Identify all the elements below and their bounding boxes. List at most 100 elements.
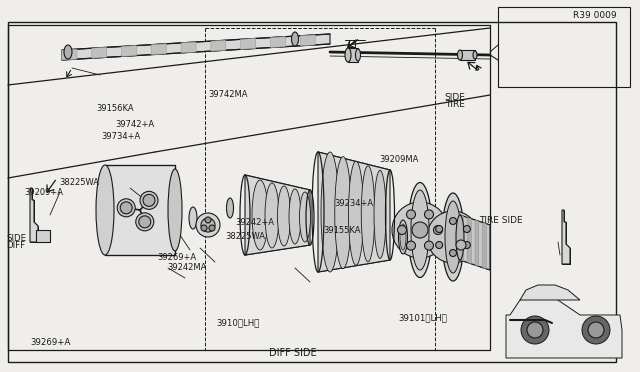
- Circle shape: [392, 202, 448, 258]
- Polygon shape: [520, 285, 580, 300]
- Circle shape: [406, 241, 415, 250]
- Ellipse shape: [345, 48, 351, 62]
- Circle shape: [201, 225, 207, 231]
- Polygon shape: [62, 34, 330, 60]
- Ellipse shape: [361, 166, 375, 262]
- Ellipse shape: [458, 50, 463, 60]
- Ellipse shape: [300, 192, 310, 242]
- Circle shape: [196, 213, 220, 237]
- Ellipse shape: [227, 198, 234, 218]
- Ellipse shape: [265, 183, 279, 248]
- Polygon shape: [181, 42, 196, 53]
- Ellipse shape: [168, 169, 182, 251]
- Circle shape: [406, 210, 415, 219]
- Ellipse shape: [355, 49, 360, 61]
- Circle shape: [433, 225, 442, 234]
- Polygon shape: [318, 152, 390, 272]
- Circle shape: [463, 241, 470, 248]
- Polygon shape: [62, 49, 77, 60]
- Text: 38225WA: 38225WA: [225, 232, 265, 241]
- Circle shape: [205, 217, 211, 223]
- Text: 39734+A: 39734+A: [101, 132, 140, 141]
- Polygon shape: [460, 50, 475, 60]
- Ellipse shape: [252, 180, 268, 250]
- Polygon shape: [348, 48, 358, 62]
- Ellipse shape: [442, 193, 464, 281]
- Circle shape: [424, 241, 433, 250]
- Ellipse shape: [445, 201, 461, 273]
- Text: R39 0009: R39 0009: [573, 11, 616, 20]
- Text: DIFF SIDE: DIFF SIDE: [269, 349, 316, 358]
- Text: TIRE SIDE: TIRE SIDE: [479, 217, 522, 225]
- Ellipse shape: [374, 170, 386, 259]
- Circle shape: [436, 225, 443, 232]
- Circle shape: [201, 218, 215, 232]
- Text: 39269+A: 39269+A: [31, 338, 71, 347]
- Circle shape: [424, 210, 433, 219]
- Ellipse shape: [289, 189, 301, 244]
- Circle shape: [117, 199, 135, 217]
- Circle shape: [427, 211, 479, 263]
- Circle shape: [456, 240, 466, 250]
- Text: TIRE: TIRE: [445, 100, 465, 109]
- Ellipse shape: [335, 157, 351, 269]
- Polygon shape: [460, 215, 464, 261]
- Circle shape: [588, 322, 604, 338]
- Circle shape: [209, 225, 215, 231]
- Ellipse shape: [349, 161, 364, 265]
- Ellipse shape: [321, 152, 339, 272]
- Polygon shape: [151, 44, 166, 55]
- Polygon shape: [475, 220, 479, 266]
- Circle shape: [143, 194, 155, 206]
- Ellipse shape: [408, 183, 432, 278]
- Text: 39209MA: 39209MA: [379, 155, 419, 164]
- Circle shape: [140, 191, 158, 209]
- Bar: [498, 7, 630, 87]
- Ellipse shape: [473, 51, 477, 59]
- Circle shape: [582, 316, 610, 344]
- Polygon shape: [30, 188, 38, 242]
- Text: 39242MA: 39242MA: [168, 263, 207, 272]
- Circle shape: [412, 222, 428, 238]
- Polygon shape: [483, 222, 486, 269]
- Text: SIDE: SIDE: [6, 234, 26, 243]
- Text: 39156KA: 39156KA: [96, 104, 134, 113]
- Ellipse shape: [291, 32, 298, 46]
- Circle shape: [120, 202, 132, 214]
- Circle shape: [139, 216, 151, 228]
- Text: 39101〈LH〉: 39101〈LH〉: [398, 314, 447, 323]
- Polygon shape: [562, 210, 570, 264]
- Text: 39234+A: 39234+A: [334, 199, 373, 208]
- Text: 39742MA: 39742MA: [209, 90, 248, 99]
- Ellipse shape: [278, 186, 291, 246]
- Polygon shape: [300, 35, 315, 46]
- Text: 39155KA: 39155KA: [323, 226, 361, 235]
- Polygon shape: [105, 165, 175, 255]
- Circle shape: [463, 225, 470, 232]
- Polygon shape: [92, 47, 107, 58]
- Text: 39269+A: 39269+A: [157, 253, 196, 262]
- Text: 38225WA: 38225WA: [59, 178, 99, 187]
- Polygon shape: [460, 215, 490, 270]
- Text: SIDE: SIDE: [445, 93, 466, 102]
- Ellipse shape: [456, 215, 464, 260]
- Polygon shape: [506, 295, 622, 358]
- Polygon shape: [271, 37, 285, 48]
- Circle shape: [436, 241, 443, 248]
- Ellipse shape: [400, 224, 406, 250]
- Polygon shape: [245, 175, 310, 255]
- Text: 3910〈LH〉: 3910〈LH〉: [216, 318, 260, 327]
- Ellipse shape: [399, 220, 408, 254]
- Polygon shape: [241, 38, 255, 49]
- Circle shape: [449, 218, 456, 224]
- Circle shape: [136, 213, 154, 231]
- Text: DIFF: DIFF: [6, 241, 26, 250]
- Text: 39242+A: 39242+A: [236, 218, 275, 227]
- Polygon shape: [211, 40, 226, 51]
- Circle shape: [397, 225, 406, 234]
- Ellipse shape: [411, 190, 429, 270]
- Polygon shape: [36, 230, 50, 242]
- Circle shape: [521, 316, 549, 344]
- Circle shape: [449, 250, 456, 257]
- Ellipse shape: [189, 207, 197, 229]
